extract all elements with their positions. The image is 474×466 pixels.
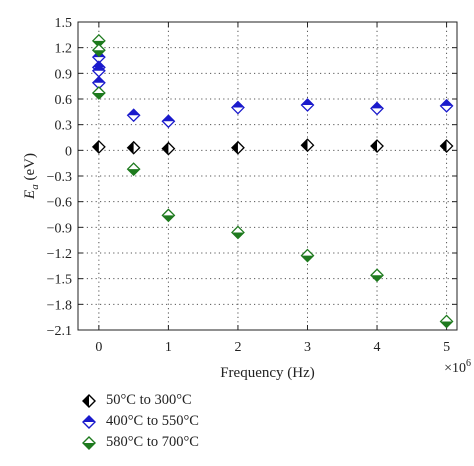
y-axis-symbol: E <box>22 190 38 200</box>
legend-marker-series-2 <box>82 414 96 429</box>
y-tick-label: 0 <box>65 144 72 159</box>
data-point-series-2 <box>91 75 106 90</box>
x-multiplier-base: ×10 <box>444 361 466 376</box>
tick-labels: 1.5 1.2 0.9 0.6 0.3 0 −0.3 −0.6 −0.9 −1.2 −1.5 −1.8… <box>47 16 450 355</box>
marker-fill <box>92 140 99 153</box>
data-point-series-1 <box>370 139 384 153</box>
legend-label-series-3: 580°C to 700°C <box>106 434 199 450</box>
x-tick-label: 0 <box>95 340 102 355</box>
data-point-series-1 <box>231 140 245 155</box>
y-tick-label: −0.9 <box>47 221 72 236</box>
data-point-series-2 <box>231 100 245 115</box>
x-multiplier-exponent: 6 <box>466 358 471 369</box>
y-tick-label: −0.3 <box>47 170 72 185</box>
y-tick-label: 0.6 <box>55 93 73 108</box>
marker-fill <box>440 321 453 328</box>
y-tick-label: −2.1 <box>47 324 72 339</box>
x-tick-label: 2 <box>234 340 241 355</box>
legend-marker-series-1 <box>82 393 96 408</box>
marker-fill <box>92 76 105 83</box>
marker-fill <box>231 232 244 239</box>
marker-fill <box>162 215 175 222</box>
data-point-series-1 <box>161 141 176 156</box>
data-point-series-3 <box>91 86 106 100</box>
y-tick-label: −1.8 <box>47 298 72 313</box>
marker-fill <box>301 139 308 152</box>
marker-fill <box>162 115 175 122</box>
x-tick-label: 1 <box>165 340 172 355</box>
marker-fill <box>301 255 314 262</box>
data-point-series-3 <box>161 208 176 223</box>
data-point-series-2 <box>300 98 315 112</box>
marker-fill <box>440 140 447 153</box>
data-points <box>91 33 454 329</box>
marker-fill <box>440 99 453 106</box>
marker-fill <box>162 142 169 155</box>
data-point-series-1 <box>439 139 454 153</box>
marker-fill <box>371 275 384 282</box>
y-tick-label: 1.2 <box>55 42 73 57</box>
grid-lines <box>78 21 457 331</box>
marker-fill <box>231 141 238 154</box>
legend-item-series-1: 50°C to 300°C <box>78 390 199 411</box>
data-point-series-2 <box>370 101 384 116</box>
x-tick-label: 4 <box>374 340 381 355</box>
data-point-series-3 <box>370 268 384 283</box>
data-point-series-2 <box>161 114 176 129</box>
data-point-series-1 <box>126 140 141 155</box>
x-tick-label: 3 <box>304 340 311 355</box>
marker-fill <box>127 141 134 154</box>
legend-item-series-3: 580°C to 700°C <box>78 432 199 453</box>
marker-fill <box>301 98 314 105</box>
marker-fill <box>371 140 378 153</box>
marker-fill <box>92 50 105 57</box>
legend: 50°C to 300°C 400°C to 550°C 580°C to 70… <box>78 390 199 453</box>
y-axis-unit: (eV) <box>22 153 38 184</box>
marker-fill <box>127 109 140 116</box>
marker-fill <box>92 64 105 71</box>
axis-ticks <box>78 21 457 331</box>
data-point-series-2 <box>126 108 141 123</box>
y-tick-label: −0.6 <box>47 196 72 211</box>
x-tick-label: 5 <box>443 340 450 355</box>
legend-marker-series-3 <box>82 435 96 450</box>
data-point-series-3 <box>91 43 106 58</box>
y-tick-label: 0.3 <box>55 119 73 134</box>
data-point-series-3 <box>126 162 141 177</box>
data-point-series-2 <box>91 63 106 78</box>
x-axis-title: Frequency (Hz) <box>220 365 315 381</box>
data-point-series-1 <box>91 139 106 154</box>
marker-fill <box>371 102 384 109</box>
y-tick-label: 0.9 <box>55 67 73 82</box>
legend-label-series-2: 400°C to 550°C <box>106 413 199 429</box>
y-axis-title: Ea (eV) <box>22 153 41 200</box>
marker-fill <box>231 101 244 108</box>
marker-fill <box>127 169 140 176</box>
y-tick-label: 1.5 <box>55 16 73 31</box>
x-axis-multiplier: ×106 <box>444 358 471 376</box>
y-axis-subscript: a <box>29 184 41 190</box>
legend-label-series-1: 50°C to 300°C <box>106 392 192 408</box>
data-point-series-3 <box>231 225 245 240</box>
data-point-series-3 <box>300 248 315 263</box>
data-point-series-2 <box>439 98 454 113</box>
y-tick-label: −1.2 <box>47 247 72 262</box>
data-point-series-3 <box>439 314 454 329</box>
legend-item-series-2: 400°C to 550°C <box>78 411 199 432</box>
data-point-series-1 <box>300 138 315 153</box>
y-tick-label: −1.5 <box>47 273 72 288</box>
marker-fill <box>92 93 105 100</box>
